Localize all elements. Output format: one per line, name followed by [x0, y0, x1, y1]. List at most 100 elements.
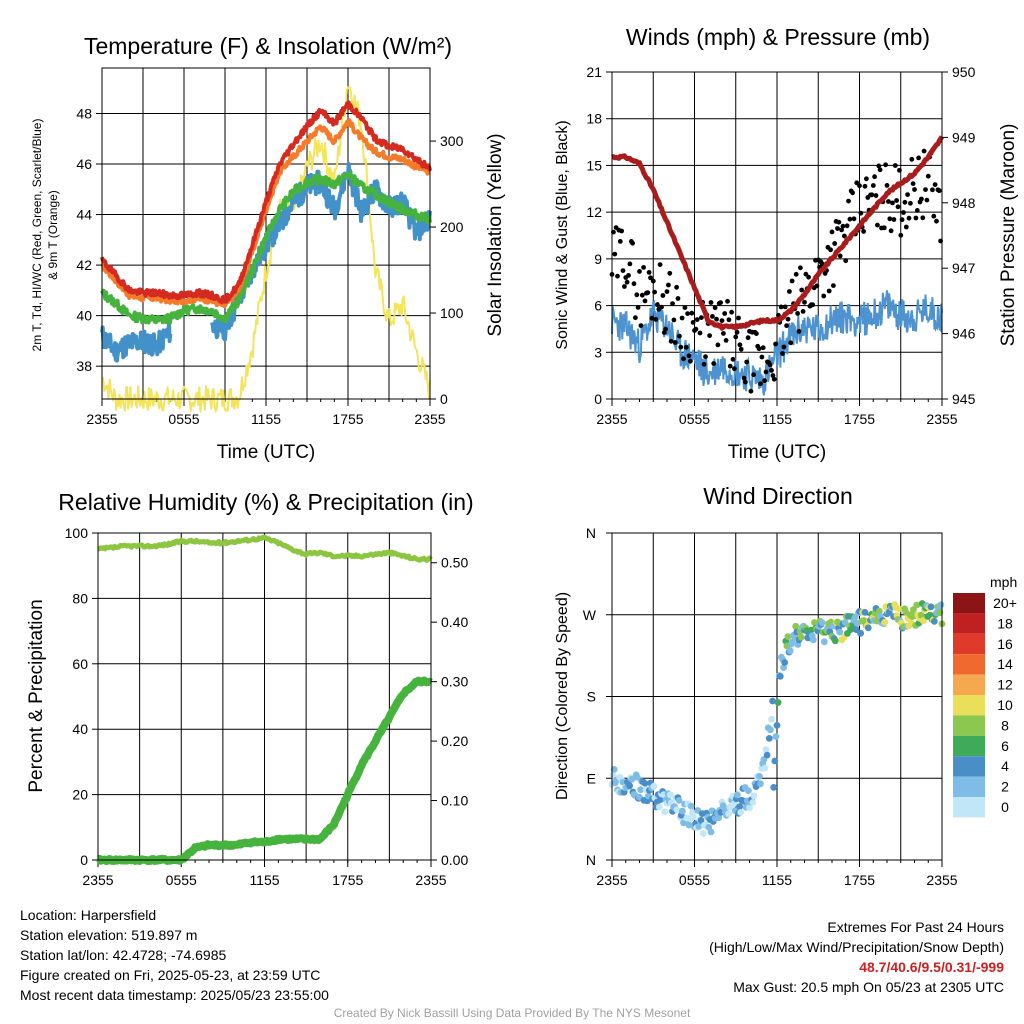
gust-point: [923, 187, 928, 193]
direction-point: [792, 622, 800, 630]
x-tick-label: 2355: [926, 872, 957, 888]
gust-point: [748, 388, 754, 394]
gust-point: [668, 338, 674, 344]
gust-point: [701, 361, 707, 367]
direction-point: [776, 672, 784, 680]
colorbar-swatch: [953, 654, 985, 675]
gust-point: [712, 305, 718, 311]
gust-point: [677, 333, 682, 339]
gust-point: [707, 333, 712, 338]
colorbar-swatch: [953, 756, 985, 777]
chart-title: Temperature (F) & Insolation (W/m²): [84, 33, 452, 59]
direction-point: [809, 636, 817, 644]
extremes-info: Extremes For Past 24 Hours (High/Low/Max…: [709, 917, 1004, 997]
extremes-values: 48.7/40.6/9.5/0.31/-999: [859, 959, 1004, 975]
gust-point: [847, 216, 853, 222]
colorbar-label: 14: [997, 656, 1013, 672]
gust-point: [846, 198, 851, 204]
gust-point: [737, 342, 743, 348]
gust-point: [631, 281, 637, 287]
plot-border: [611, 71, 943, 400]
gust-point: [759, 354, 765, 360]
direction-point: [715, 814, 723, 822]
gust-point: [678, 344, 684, 350]
y-axis-label: 2m T, Td, HI/WC (Red, Green, Scarlet/Blu…: [30, 119, 44, 352]
gust-point: [694, 317, 700, 322]
gust-point: [810, 302, 816, 308]
direction-point: [707, 828, 715, 836]
gust-point: [883, 162, 888, 168]
gust-point: [916, 155, 921, 161]
y2-tick-label: 100: [440, 305, 464, 321]
credit-text: Created By Nick Bassill Using Data Provi…: [333, 1006, 691, 1020]
x-tick-label: 2355: [414, 411, 445, 427]
gust-point: [732, 366, 737, 372]
colorbar-label: 8: [1001, 717, 1009, 733]
gust-point: [771, 376, 777, 382]
gust-point: [828, 247, 833, 253]
x-tick-label: 0555: [166, 872, 197, 888]
gust-point: [897, 167, 902, 173]
gust-point: [837, 253, 843, 259]
gust-point: [802, 299, 807, 305]
colorbar-swatch: [953, 633, 985, 655]
gust-point: [703, 354, 708, 360]
direction-point: [789, 638, 796, 646]
y2-tick-label: 949: [952, 129, 976, 145]
gust-point: [653, 317, 659, 322]
direction-point: [761, 764, 769, 772]
gust-point: [645, 290, 651, 296]
gust-point: [919, 196, 924, 202]
gust-point: [641, 265, 646, 270]
y-tick-label: 6: [594, 298, 602, 314]
direction-point: [745, 787, 752, 795]
direction-point: [666, 791, 674, 798]
plot-border: [101, 67, 431, 400]
plot-border: [97, 532, 432, 861]
y-tick-label: 44: [76, 207, 92, 223]
gust-point: [708, 300, 714, 305]
gust-point: [730, 356, 736, 362]
x-tick-label: 1755: [844, 872, 875, 888]
gust-point: [736, 315, 741, 321]
y-axis-label: Sonic Wind & Gust (Blue, Black): [554, 120, 571, 349]
direction-point: [637, 786, 644, 794]
gust-point: [754, 331, 759, 336]
gust-point: [727, 363, 733, 369]
gust-point: [861, 229, 866, 234]
gust-point: [681, 356, 686, 362]
colorbar-label: 6: [1001, 738, 1009, 754]
gust-point: [858, 210, 864, 216]
gust-point: [821, 293, 827, 299]
gust-point: [857, 183, 862, 189]
x-tick-label: 2355: [596, 872, 627, 888]
gust-point: [806, 274, 811, 280]
gust-point: [619, 228, 624, 234]
y2-tick-label: 0: [440, 391, 448, 407]
colorbar-swatch: [953, 593, 985, 614]
gust-point: [633, 315, 638, 321]
direction-point: [773, 722, 781, 729]
gust-point: [710, 314, 715, 319]
gust-point: [773, 341, 778, 347]
x-tick-label: 1755: [332, 411, 363, 427]
gust-point: [903, 224, 909, 230]
direction-point: [769, 697, 776, 705]
gust-point: [718, 300, 723, 305]
gust-point: [690, 320, 696, 325]
direction-point: [690, 813, 697, 821]
gust-point: [744, 359, 750, 365]
y2-tick-label: 0.30: [441, 674, 468, 690]
gust-point: [898, 232, 904, 238]
gust-point: [635, 305, 641, 310]
gust-point: [714, 316, 719, 322]
y2-axis-label: Solar Insolation (Yellow): [485, 133, 506, 336]
gust-point: [869, 192, 875, 198]
x-tick-label: 1755: [844, 411, 875, 427]
gust-point: [723, 338, 729, 343]
gust-point: [800, 309, 806, 314]
gust-point: [769, 368, 774, 373]
gust-point: [778, 304, 784, 310]
gust-point: [870, 183, 876, 188]
direction-point: [695, 823, 703, 830]
